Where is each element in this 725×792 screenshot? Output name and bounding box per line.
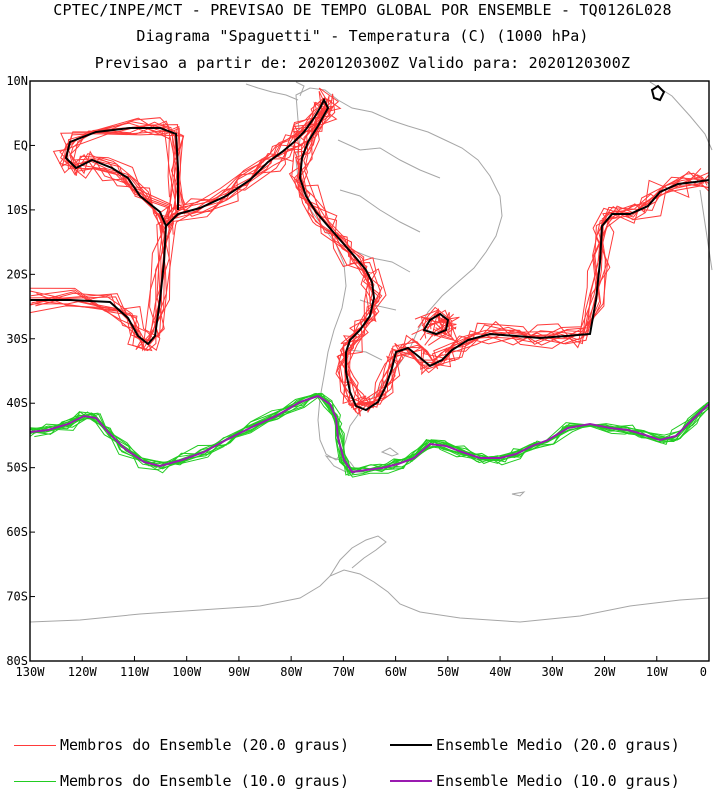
ensemble-member-20-contour [29,96,710,405]
legend-item-members-10: Membros do Ensemble (10.0 graus) [14,770,349,792]
title-line-3: Previsao a partir de: 2020120300Z Valido… [94,54,631,72]
coastline-africa [649,81,713,271]
lat-tick-label: 20S [6,267,28,281]
coastline-layer [29,81,713,623]
ensemble-member-20-contour [29,107,702,409]
lon-tick-label: 40W [489,665,511,679]
ensemble-member-20-contour [29,98,710,411]
lon-tick-label: 110W [120,665,150,679]
ensemble-member-20-contour [31,101,710,407]
lat-tick-label: 80S [6,654,28,668]
lon-tick-label: 100W [172,665,202,679]
legend-label-members-20: Membros do Ensemble (20.0 graus) [60,736,349,754]
ensemble-mean-20-line [30,97,710,412]
lat-tick-label: 30S [6,332,28,346]
ensemble-member-20-contour [29,101,705,408]
lat-tick-label: 50S [6,461,28,475]
ensemble-member-20-contour [29,100,703,413]
lat-tick-label: 10S [6,203,28,217]
lon-tick-label: 30W [541,665,563,679]
legend-label-mean-10: Ensemble Medio (10.0 graus) [436,772,680,790]
lon-tick-label: 0 [700,665,707,679]
lat-tick-label: 70S [6,590,28,604]
ensemble-mean-20-africa-loop [650,84,666,102]
coastline-falklands [380,447,526,497]
title-line-2: Diagrama "Spaguetti" - Temperatura (C) (… [136,27,589,45]
ensemble-member-20-contour [59,125,180,225]
ensemble-member-20-contour [52,125,174,235]
map-frame [29,80,710,662]
legend-swatch-members-20 [14,744,56,746]
legend-label-members-10: Membros do Ensemble (10.0 graus) [60,772,349,790]
lon-tick-label: 130W [16,665,46,679]
ensemble-mean-20-north-loop [64,127,179,227]
ensemble-mean-20-south-loop [422,312,450,336]
ensemble-member-20-contour [30,93,707,415]
lon-tick-label: 60W [385,665,407,679]
ensemble-mean-10-line [29,394,710,474]
legend-label-mean-20: Ensemble Medio (20.0 graus) [436,736,680,754]
coastline-antarctic-peninsula [329,535,387,577]
ensemble-member-20-contour [61,123,179,237]
legend-item-members-20: Membros do Ensemble (20.0 graus) [14,734,349,756]
legend-swatch-mean-10 [390,780,432,782]
lat-tick-label: 40S [6,396,28,410]
lon-tick-label: 70W [333,665,355,679]
lat-tick-label: 10N [6,74,28,88]
lon-tick-label: 120W [68,665,98,679]
lat-tick-label: EQ [14,138,28,152]
lon-tick-label: 90W [228,665,250,679]
lon-tick-label: 80W [280,665,302,679]
lat-tick-label: 60S [6,525,28,539]
lon-tick-label: 10W [646,665,668,679]
ensemble-member-20-contour [29,95,708,405]
ensemble-member-20-contour [29,87,710,405]
ensemble-members-20-layer [29,87,710,417]
legend-swatch-mean-20 [390,744,432,746]
ensemble-member-20-contour [35,98,710,406]
country-borders [337,139,441,361]
ensemble-member-20-contour [36,90,710,409]
legend-swatch-members-10 [14,780,56,782]
lon-tick-label: 50W [437,665,459,679]
coastline-antarctica [29,569,710,623]
title-line-1: CPTEC/INPE/MCT - PREVISAO DE TEMPO GLOBA… [53,1,672,19]
lon-tick-label: 20W [594,665,616,679]
ensemble-member-10-contour [29,393,705,471]
legend-item-mean-10: Ensemble Medio (10.0 graus) [390,770,680,792]
legend-item-mean-20: Ensemble Medio (20.0 graus) [390,734,680,756]
coastline-central-america [245,81,305,101]
ensemble-member-10-contour [29,394,710,476]
